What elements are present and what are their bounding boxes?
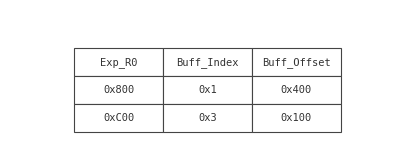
Bar xyxy=(163,76,252,104)
Bar xyxy=(163,48,252,76)
Bar xyxy=(252,76,341,104)
Text: 0x1: 0x1 xyxy=(198,85,217,95)
Text: Exp_R0: Exp_R0 xyxy=(100,57,137,68)
Text: 0x400: 0x400 xyxy=(281,85,312,95)
Text: Buff_Offset: Buff_Offset xyxy=(262,57,331,68)
Text: 0x800: 0x800 xyxy=(103,85,134,95)
Text: 0xC00: 0xC00 xyxy=(103,113,134,123)
Bar xyxy=(252,48,341,76)
Bar xyxy=(74,104,163,132)
Text: 0x100: 0x100 xyxy=(281,113,312,123)
Bar xyxy=(74,48,163,76)
Text: Buff_Index: Buff_Index xyxy=(176,57,239,68)
Text: 0x3: 0x3 xyxy=(198,113,217,123)
Bar xyxy=(74,76,163,104)
Bar xyxy=(252,104,341,132)
Bar xyxy=(163,104,252,132)
